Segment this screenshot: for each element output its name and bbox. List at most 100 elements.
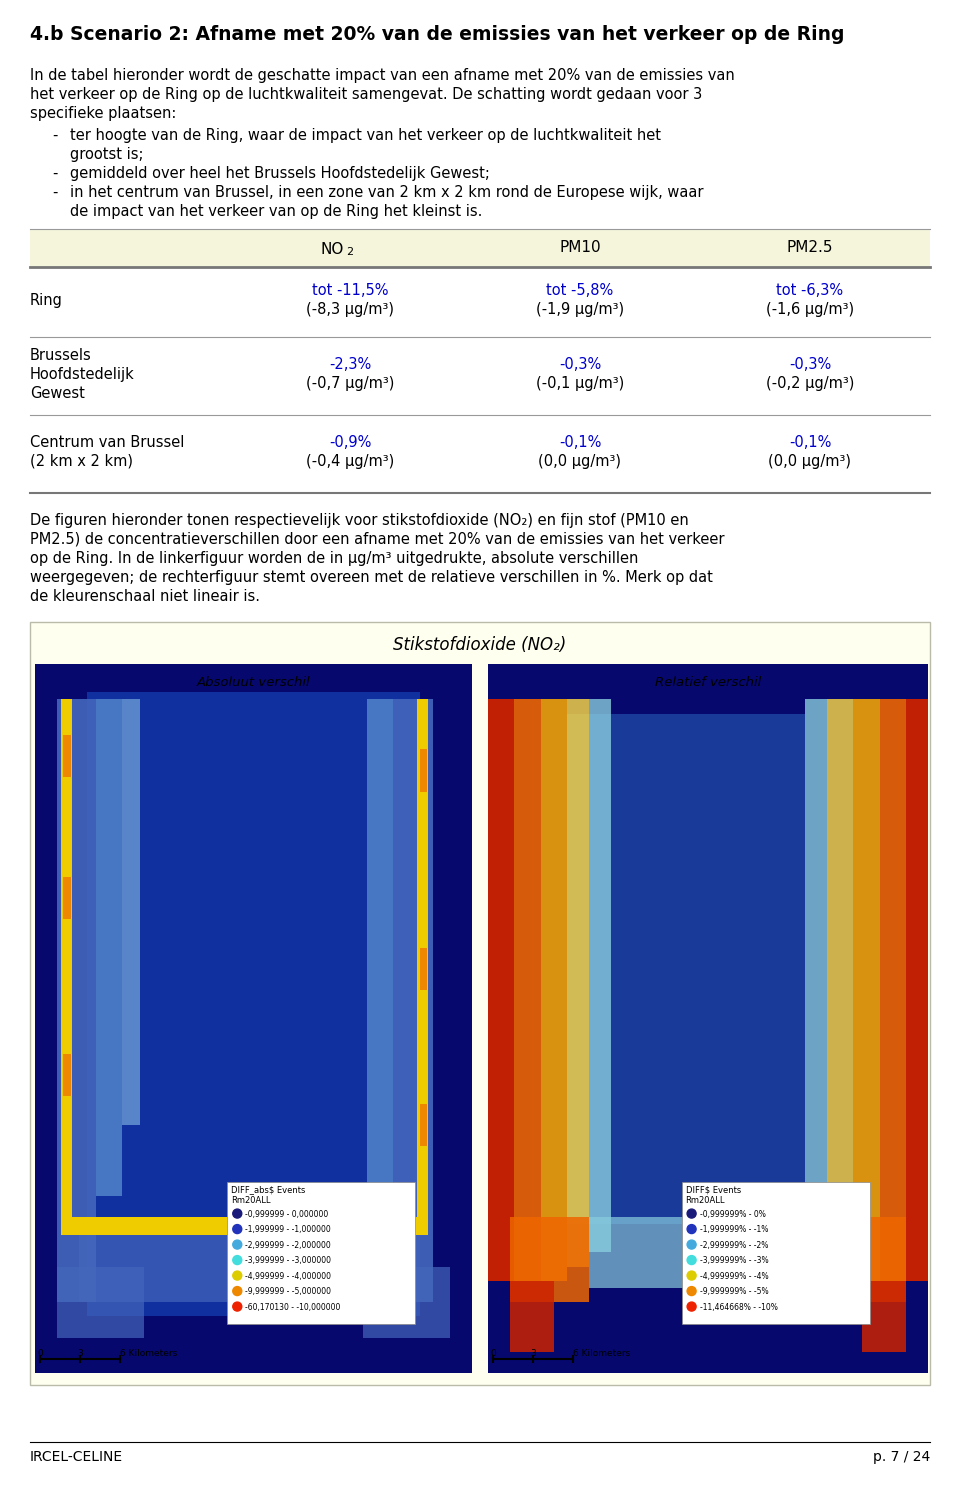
Text: (0,0 μg/m³): (0,0 μg/m³) bbox=[539, 454, 621, 469]
Bar bbox=[906, 700, 928, 1281]
Bar bbox=[79, 1217, 385, 1302]
Text: NO: NO bbox=[321, 242, 344, 257]
Text: grootst is;: grootst is; bbox=[70, 147, 143, 162]
Text: Relatief verschil: Relatief verschil bbox=[655, 676, 761, 689]
Text: de kleurenschaal niet lineair is.: de kleurenschaal niet lineair is. bbox=[30, 589, 260, 604]
Bar bbox=[804, 700, 827, 1253]
Bar bbox=[418, 700, 428, 1232]
Text: De figuren hieronder tonen respectievelijk voor stikstofdioxide (NO₂) en fijn st: De figuren hieronder tonen respectieveli… bbox=[30, 514, 688, 529]
Bar bbox=[862, 1281, 906, 1352]
Text: -: - bbox=[52, 185, 58, 200]
Text: -0,9%: -0,9% bbox=[329, 436, 372, 451]
Text: (-0,7 μg/m³): (-0,7 μg/m³) bbox=[306, 376, 395, 391]
Bar bbox=[488, 700, 515, 1281]
Text: 6 Kilometers: 6 Kilometers bbox=[120, 1349, 178, 1358]
Text: 6 Kilometers: 6 Kilometers bbox=[573, 1349, 631, 1358]
Text: (-0,4 μg/m³): (-0,4 μg/m³) bbox=[306, 454, 395, 469]
Text: -4,999999 - -4,000000: -4,999999 - -4,000000 bbox=[246, 1272, 331, 1281]
Text: (2 km x 2 km): (2 km x 2 km) bbox=[30, 454, 133, 469]
Circle shape bbox=[232, 1241, 242, 1250]
Text: p. 7 / 24: p. 7 / 24 bbox=[873, 1449, 930, 1464]
Text: (-1,6 μg/m³): (-1,6 μg/m³) bbox=[766, 302, 854, 317]
Text: -2,999999 - -2,000000: -2,999999 - -2,000000 bbox=[246, 1241, 331, 1250]
Bar bbox=[853, 700, 879, 1281]
Circle shape bbox=[687, 1241, 696, 1250]
Text: -2,999999% - -2%: -2,999999% - -2% bbox=[700, 1241, 768, 1250]
Text: -: - bbox=[52, 167, 58, 182]
Text: in het centrum van Brussel, in een zone van 2 km x 2 km rond de Europese wijk, w: in het centrum van Brussel, in een zone … bbox=[70, 185, 704, 200]
Bar bbox=[363, 1266, 450, 1338]
Text: 3: 3 bbox=[530, 1349, 536, 1358]
Text: -3,999999% - -3%: -3,999999% - -3% bbox=[700, 1256, 768, 1265]
Text: (0,0 μg/m³): (0,0 μg/m³) bbox=[769, 454, 852, 469]
Text: (-0,1 μg/m³): (-0,1 μg/m³) bbox=[536, 376, 624, 391]
Bar bbox=[827, 700, 853, 1266]
Circle shape bbox=[687, 1271, 696, 1280]
Text: PM10: PM10 bbox=[559, 240, 601, 255]
Text: -0,999999% - 0%: -0,999999% - 0% bbox=[700, 1209, 765, 1218]
Text: Gewest: Gewest bbox=[30, 386, 84, 401]
Text: -0,1%: -0,1% bbox=[559, 436, 601, 451]
Text: het verkeer op de Ring op de luchtkwaliteit samengevat. De schatting wordt gedaa: het verkeer op de Ring op de luchtkwalit… bbox=[30, 87, 703, 102]
Bar bbox=[827, 1217, 906, 1302]
Bar bbox=[510, 1217, 589, 1302]
Text: -9,999999% - -5%: -9,999999% - -5% bbox=[700, 1287, 768, 1296]
Circle shape bbox=[232, 1224, 242, 1233]
Circle shape bbox=[687, 1302, 696, 1311]
Bar bbox=[96, 700, 123, 1196]
Circle shape bbox=[232, 1271, 242, 1280]
Bar bbox=[540, 700, 567, 1281]
Bar bbox=[420, 1104, 427, 1146]
Text: -3,999999 - -3,000000: -3,999999 - -3,000000 bbox=[246, 1256, 331, 1265]
Text: de impact van het verkeer van op de Ring het kleinst is.: de impact van het verkeer van op de Ring… bbox=[70, 204, 482, 219]
Text: 0: 0 bbox=[491, 1349, 496, 1358]
Bar bbox=[367, 700, 394, 1196]
Circle shape bbox=[687, 1209, 696, 1218]
Text: In de tabel hieronder wordt de geschatte impact van een afname met 20% van de em: In de tabel hieronder wordt de geschatte… bbox=[30, 68, 734, 83]
Bar bbox=[515, 700, 540, 1281]
Text: Absoluut verschil: Absoluut verschil bbox=[197, 676, 310, 689]
Text: -0,3%: -0,3% bbox=[559, 357, 601, 372]
Circle shape bbox=[687, 1224, 696, 1233]
Text: op de Ring. In de linkerfiguur worden de in μg/m³ uitgedrukte, absolute verschil: op de Ring. In de linkerfiguur worden de… bbox=[30, 551, 638, 566]
Text: 4.b Scenario 2: Afname met 20% van de emissies van het verkeer op de Ring: 4.b Scenario 2: Afname met 20% van de em… bbox=[30, 26, 845, 44]
Text: IRCEL-CELINE: IRCEL-CELINE bbox=[30, 1449, 123, 1464]
Bar bbox=[567, 700, 589, 1266]
Text: ter hoogte van de Ring, waar de impact van het verkeer op de luchtkwaliteit het: ter hoogte van de Ring, waar de impact v… bbox=[70, 128, 661, 143]
Text: -11,464668% - -10%: -11,464668% - -10% bbox=[700, 1302, 778, 1311]
Text: (-1,9 μg/m³): (-1,9 μg/m³) bbox=[536, 302, 624, 317]
Bar bbox=[61, 1217, 428, 1235]
Bar bbox=[879, 700, 906, 1281]
Bar bbox=[567, 713, 804, 1224]
Bar bbox=[57, 700, 96, 1302]
Text: -1,999999% - -1%: -1,999999% - -1% bbox=[700, 1226, 768, 1235]
Text: Brussels: Brussels bbox=[30, 347, 92, 362]
Bar bbox=[682, 1182, 870, 1323]
Bar bbox=[35, 664, 472, 1373]
Bar bbox=[63, 734, 71, 778]
Text: -: - bbox=[52, 128, 58, 143]
Bar bbox=[123, 700, 140, 1125]
Bar bbox=[394, 700, 433, 1302]
Text: PM2.5) de concentratieverschillen door een afname met 20% van de emissies van he: PM2.5) de concentratieverschillen door e… bbox=[30, 532, 725, 547]
Text: PM2.5: PM2.5 bbox=[787, 240, 833, 255]
Text: -4,999999% - -4%: -4,999999% - -4% bbox=[700, 1272, 768, 1281]
Bar bbox=[87, 692, 420, 1316]
Bar bbox=[510, 1281, 554, 1352]
Text: weergegeven; de rechterfiguur stemt overeen met de relatieve verschillen in %. M: weergegeven; de rechterfiguur stemt over… bbox=[30, 569, 713, 584]
Text: Hoofdstedelijk: Hoofdstedelijk bbox=[30, 366, 134, 382]
Bar bbox=[420, 749, 427, 792]
Circle shape bbox=[687, 1287, 696, 1296]
Circle shape bbox=[232, 1209, 242, 1218]
Text: -0,1%: -0,1% bbox=[789, 436, 831, 451]
Bar bbox=[57, 1266, 144, 1338]
Text: specifieke plaatsen:: specifieke plaatsen: bbox=[30, 107, 177, 122]
Text: tot -5,8%: tot -5,8% bbox=[546, 282, 613, 297]
Text: Stikstofdioxide (NO₂): Stikstofdioxide (NO₂) bbox=[394, 635, 566, 653]
Text: Centrum van Brussel: Centrum van Brussel bbox=[30, 436, 184, 451]
Text: -0,999999 - 0,000000: -0,999999 - 0,000000 bbox=[246, 1209, 328, 1218]
Bar bbox=[61, 700, 72, 1232]
Bar bbox=[30, 228, 930, 267]
Circle shape bbox=[687, 1256, 696, 1265]
Text: tot -6,3%: tot -6,3% bbox=[777, 282, 844, 297]
